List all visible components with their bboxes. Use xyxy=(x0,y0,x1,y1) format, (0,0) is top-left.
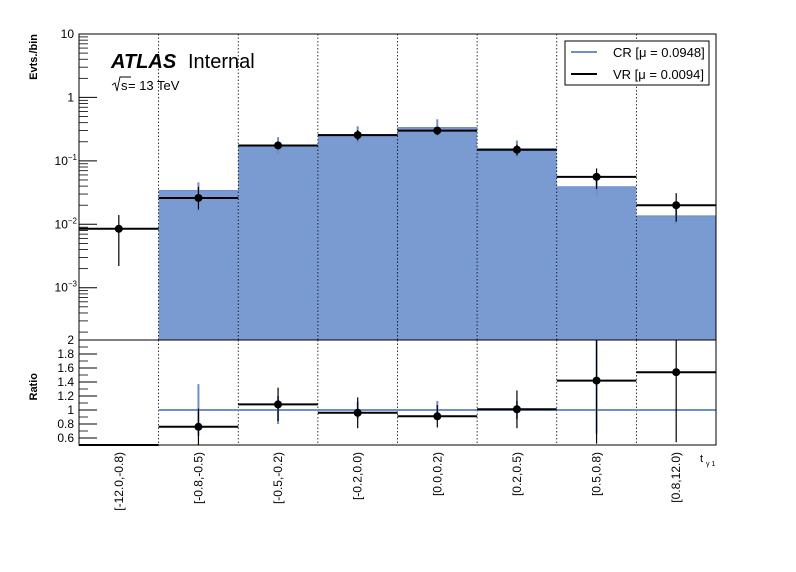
vr-point xyxy=(672,201,681,210)
cr-bar xyxy=(158,190,239,340)
legend-vr-label: VR [μ = 0.0094] xyxy=(613,67,704,82)
ratio-point xyxy=(353,408,362,417)
ratio-tick-label: 1.4 xyxy=(57,375,74,389)
ratio-grid xyxy=(158,340,637,445)
x-tick-label: [-12.0,-0.8) xyxy=(112,452,126,511)
cr-bar xyxy=(238,145,318,340)
ratio-point xyxy=(274,400,283,409)
vr-point xyxy=(353,131,362,140)
vr-point xyxy=(114,224,123,233)
y-tick-label: 10 xyxy=(61,27,75,41)
ratio-tick-label: 1.8 xyxy=(57,347,74,361)
legend-box xyxy=(564,40,710,86)
ratio-tick-label: 2 xyxy=(67,333,74,347)
cr-bar xyxy=(397,127,478,340)
vr-point xyxy=(274,141,283,150)
x-tick-label: [-0.2,0.0) xyxy=(351,452,365,500)
x-tick-label: [0.2,0.5) xyxy=(510,452,524,496)
ratio-point xyxy=(592,376,601,385)
y-tick-label: 10−3 xyxy=(55,280,78,295)
x-tick-label: [0.5,0.8) xyxy=(590,452,604,496)
x-tick-label: [-0.5,-0.2) xyxy=(271,452,285,504)
ratio-tick-label: 1.6 xyxy=(57,361,74,375)
ratio-data-points xyxy=(194,340,681,445)
ratio-tick-label: 0.8 xyxy=(57,417,74,431)
vr-data-points xyxy=(114,119,681,267)
vr-point xyxy=(512,145,521,154)
ratio-y-axis-label: Ratio xyxy=(28,373,40,401)
cr-histogram-fill xyxy=(158,126,716,340)
ratio-tick-label: 1 xyxy=(67,403,74,417)
main-panel: 10 1 10−1 10−2 10−3 ATLAS Internal s = 13 Te… xyxy=(28,27,717,341)
main-y-ticks: 10 1 10−1 10−2 10−3 xyxy=(55,27,97,333)
energy-label-value: = 13 TeV xyxy=(128,78,180,93)
x-tick-label: [0.0,0.2) xyxy=(430,452,444,496)
x-tick-labels: [-12.0,-0.8) [-0.8,-0.5) [-0.5,-0.2) [-0.2,… xyxy=(112,452,683,511)
ratio-point xyxy=(672,368,681,377)
ratio-tick-label: 1.2 xyxy=(57,389,74,403)
x-tick-label: [-0.8,-0.5) xyxy=(191,452,205,504)
energy-label: s = 13 TeV xyxy=(111,76,180,93)
cr-bar xyxy=(317,134,398,340)
ratio-point xyxy=(194,422,203,431)
legend-cr-label: CR [μ = 0.0948] xyxy=(613,45,705,60)
ratio-tick-label: 0.6 xyxy=(57,431,74,445)
cr-bar xyxy=(477,148,557,340)
x-tick-label: [0.8,12.0) xyxy=(669,452,683,503)
atlas-status-label: Internal xyxy=(188,51,255,73)
x-axis-label: t γ 1 xyxy=(700,453,715,468)
energy-label-s: s xyxy=(121,78,128,93)
vr-point xyxy=(592,172,601,181)
atlas-label: ATLAS xyxy=(110,51,177,73)
ratio-frame xyxy=(78,339,717,446)
legend: CR [μ = 0.0948] VR [μ = 0.0094] xyxy=(564,40,710,86)
x-axis-label-subscript: γ 1 xyxy=(706,461,715,468)
ratio-point xyxy=(433,412,442,421)
ratio-point xyxy=(512,405,521,414)
ratio-panel: 0.60.811.21.41.61.82 Ratio xyxy=(28,333,717,446)
vr-point xyxy=(194,193,203,202)
cr-bar xyxy=(636,216,716,340)
y-tick-label: 10−1 xyxy=(55,153,78,168)
y-tick-label: 10−2 xyxy=(55,216,78,231)
y-tick-label: 1 xyxy=(67,90,74,104)
vr-point xyxy=(433,126,442,135)
sqrt-symbol xyxy=(111,76,131,92)
cr-bar xyxy=(556,186,637,340)
y-axis-label: Evts./bin xyxy=(28,34,40,80)
x-axis-label-main: t xyxy=(700,453,703,465)
